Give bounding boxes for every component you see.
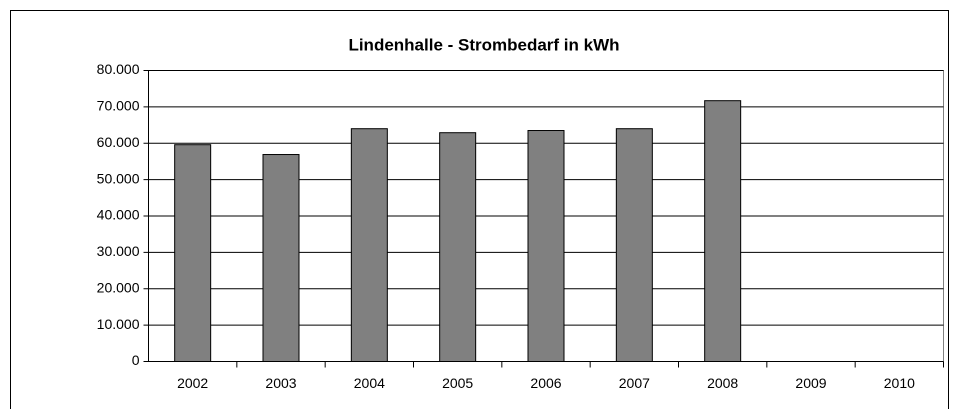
x-tick-label: 2007 bbox=[619, 375, 650, 391]
x-tick-label: 2010 bbox=[884, 375, 915, 391]
bar bbox=[439, 132, 477, 362]
y-tick-label: 40.000 bbox=[97, 207, 140, 223]
bar bbox=[350, 128, 388, 362]
y-tick-label: 70.000 bbox=[97, 98, 140, 114]
x-tick-label: 2002 bbox=[177, 375, 208, 391]
y-tick-label: 30.000 bbox=[97, 243, 140, 259]
bar bbox=[262, 154, 300, 362]
bar bbox=[527, 130, 565, 362]
bar bbox=[615, 128, 653, 362]
y-tick-label: 50.000 bbox=[97, 170, 140, 186]
bar bbox=[174, 144, 212, 362]
x-tick-label: 2003 bbox=[265, 375, 296, 391]
x-tick-label: 2006 bbox=[530, 375, 561, 391]
x-tick-label: 2008 bbox=[707, 375, 738, 391]
bar bbox=[704, 100, 742, 362]
y-tick-label: 10.000 bbox=[97, 316, 140, 332]
y-tick-label: 60.000 bbox=[97, 134, 140, 150]
x-tick-label: 2005 bbox=[442, 375, 473, 391]
y-tick-label: 80.000 bbox=[97, 61, 140, 77]
x-tick-label: 2004 bbox=[354, 375, 385, 391]
y-tick-label: 20.000 bbox=[97, 279, 140, 295]
chart-title: Lindenhalle - Strombedarf in kWh bbox=[348, 35, 619, 54]
x-tick-label: 2009 bbox=[795, 375, 826, 391]
y-tick-label: 0 bbox=[132, 352, 140, 368]
